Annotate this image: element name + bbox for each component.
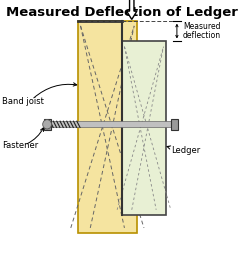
Text: Ledger: Ledger [171, 146, 200, 155]
Bar [78, 21, 137, 233]
Text: Measured Deflection of Ledger: Measured Deflection of Ledger [6, 6, 238, 19]
Text: Measured
deflection: Measured deflection [183, 22, 221, 40]
Bar [50, 121, 172, 127]
Text: Load: Load [139, 0, 159, 1]
Bar [171, 119, 178, 130]
Bar [122, 41, 166, 215]
Text: Band joist: Band joist [2, 97, 44, 105]
Bar [44, 119, 51, 130]
FancyArrow shape [127, 0, 137, 19]
Text: Fastener: Fastener [2, 141, 39, 149]
Circle shape [43, 120, 51, 129]
